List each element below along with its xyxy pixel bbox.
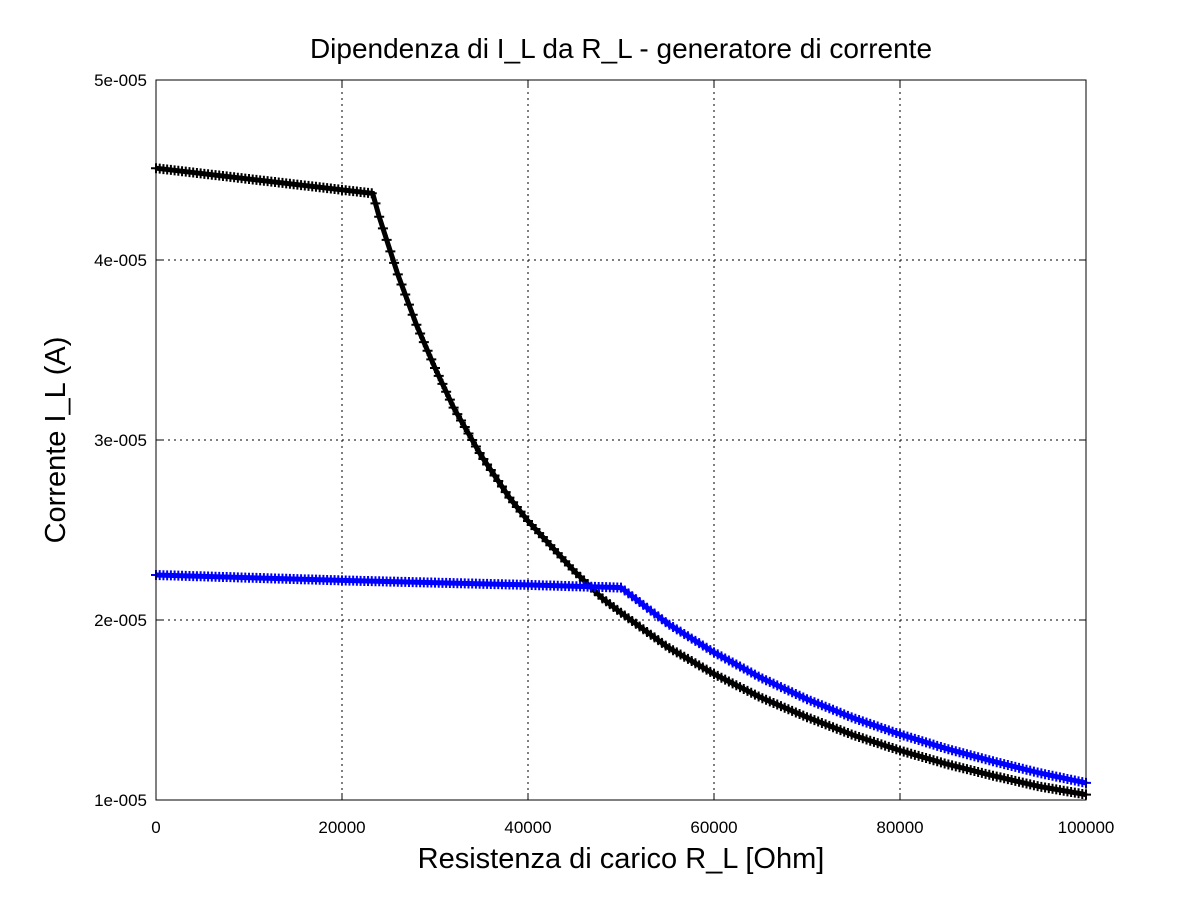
data-point-marker — [478, 453, 489, 464]
data-point-marker — [381, 234, 392, 245]
data-point-marker — [437, 378, 448, 389]
x-tick-label: 0 — [151, 818, 160, 837]
data-point-marker — [474, 447, 485, 458]
x-tick-label: 40000 — [504, 818, 551, 837]
data-point-marker — [396, 279, 407, 290]
data-point-marker — [441, 386, 452, 397]
data-point-marker — [389, 257, 400, 268]
y-tick-label: 1e-005 — [94, 791, 147, 810]
data-point-marker — [452, 409, 463, 420]
y-tick-label: 2e-005 — [94, 611, 147, 630]
data-point-marker — [448, 402, 459, 413]
x-tick-label: 20000 — [318, 818, 365, 837]
data-point-marker — [370, 198, 381, 209]
data-point-marker — [411, 319, 422, 330]
data-point-marker — [407, 309, 418, 320]
x-tick-label: 80000 — [876, 818, 923, 837]
data-point-marker — [456, 415, 467, 426]
series-2 — [151, 570, 1091, 788]
series-1 — [151, 163, 1091, 800]
axis-ticks: 0 20000 40000 60000 80000 100000 1e-005 2e-005 3… — [94, 71, 1114, 837]
data-point-marker — [489, 470, 500, 481]
data-point-marker — [485, 465, 496, 475]
data-point-marker — [366, 188, 377, 199]
data-point-marker — [403, 299, 414, 310]
data-point-marker — [433, 370, 444, 381]
data-point-marker — [430, 363, 440, 373]
x-axis-label: Resistenza di carico R_L [Ohm] — [418, 843, 825, 875]
y-tick-label: 5e-005 — [94, 71, 147, 90]
chart-title: Dipendenza di I_L da R_L - generatore di… — [310, 33, 932, 64]
data-point-marker — [496, 481, 507, 492]
data-point-marker — [459, 422, 470, 433]
data-point-marker — [500, 487, 511, 498]
data-point-marker — [470, 441, 481, 452]
data-point-marker — [377, 223, 388, 234]
data-point-marker — [493, 476, 504, 487]
data-point-marker — [426, 354, 437, 365]
data-point-marker — [400, 289, 411, 300]
plot-series — [151, 163, 1091, 800]
y-tick-label: 4e-005 — [94, 251, 147, 270]
x-tick-label: 60000 — [690, 818, 737, 837]
data-point-marker — [374, 211, 385, 222]
data-point-marker — [385, 246, 396, 257]
grid-lines — [156, 80, 1086, 800]
data-point-marker — [463, 428, 474, 439]
data-point-marker — [422, 345, 433, 356]
data-point-marker — [418, 337, 429, 348]
data-point-marker — [415, 328, 426, 339]
x-tick-label: 100000 — [1058, 818, 1115, 837]
y-tick-label: 3e-005 — [94, 431, 147, 450]
data-point-marker — [482, 459, 493, 470]
y-axis-label: Corrente I_L (A) — [40, 337, 72, 544]
data-point-marker — [467, 435, 478, 445]
data-point-marker — [392, 269, 403, 280]
data-point-marker — [444, 394, 455, 405]
